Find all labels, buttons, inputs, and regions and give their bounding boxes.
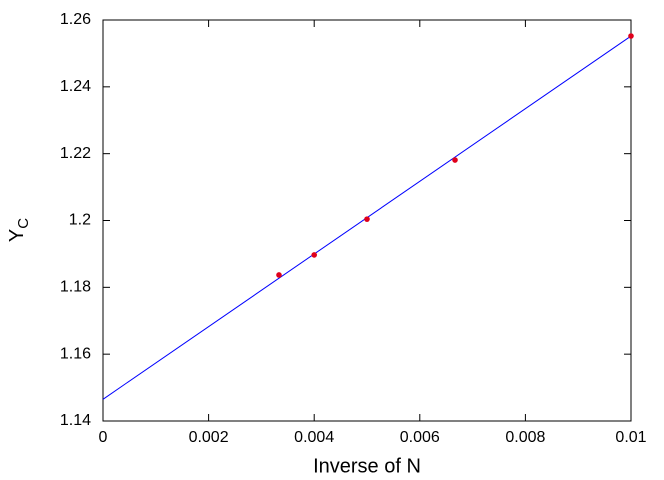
data-point bbox=[276, 272, 282, 278]
y-tick-label: 1.18 bbox=[60, 279, 91, 296]
y-axis-label: YC bbox=[6, 218, 32, 242]
x-tick-label: 0.002 bbox=[189, 429, 229, 446]
y-tick-label: 1.14 bbox=[60, 412, 91, 429]
x-tick-label: 0.01 bbox=[615, 429, 646, 446]
x-tick-label: 0.006 bbox=[400, 429, 440, 446]
data-point bbox=[311, 252, 318, 258]
y-tick-label: 1.26 bbox=[60, 11, 91, 28]
data-point bbox=[364, 216, 370, 222]
x-tick-label: 0.004 bbox=[294, 429, 334, 446]
data-point bbox=[628, 33, 634, 39]
x-tick-label: 0 bbox=[99, 429, 108, 446]
y-axis-label-sub: C bbox=[15, 218, 32, 229]
y-tick-label: 1.22 bbox=[60, 145, 91, 162]
x-tick-label: 0.008 bbox=[505, 429, 545, 446]
y-tick-label: 1.16 bbox=[60, 345, 91, 362]
data-point bbox=[452, 157, 458, 163]
x-axis-label: Inverse of N bbox=[313, 455, 421, 477]
y-tick-label: 1.24 bbox=[60, 78, 91, 95]
y-axis-label-main: Y bbox=[6, 229, 28, 242]
y-tick-label: 1.2 bbox=[69, 212, 91, 229]
